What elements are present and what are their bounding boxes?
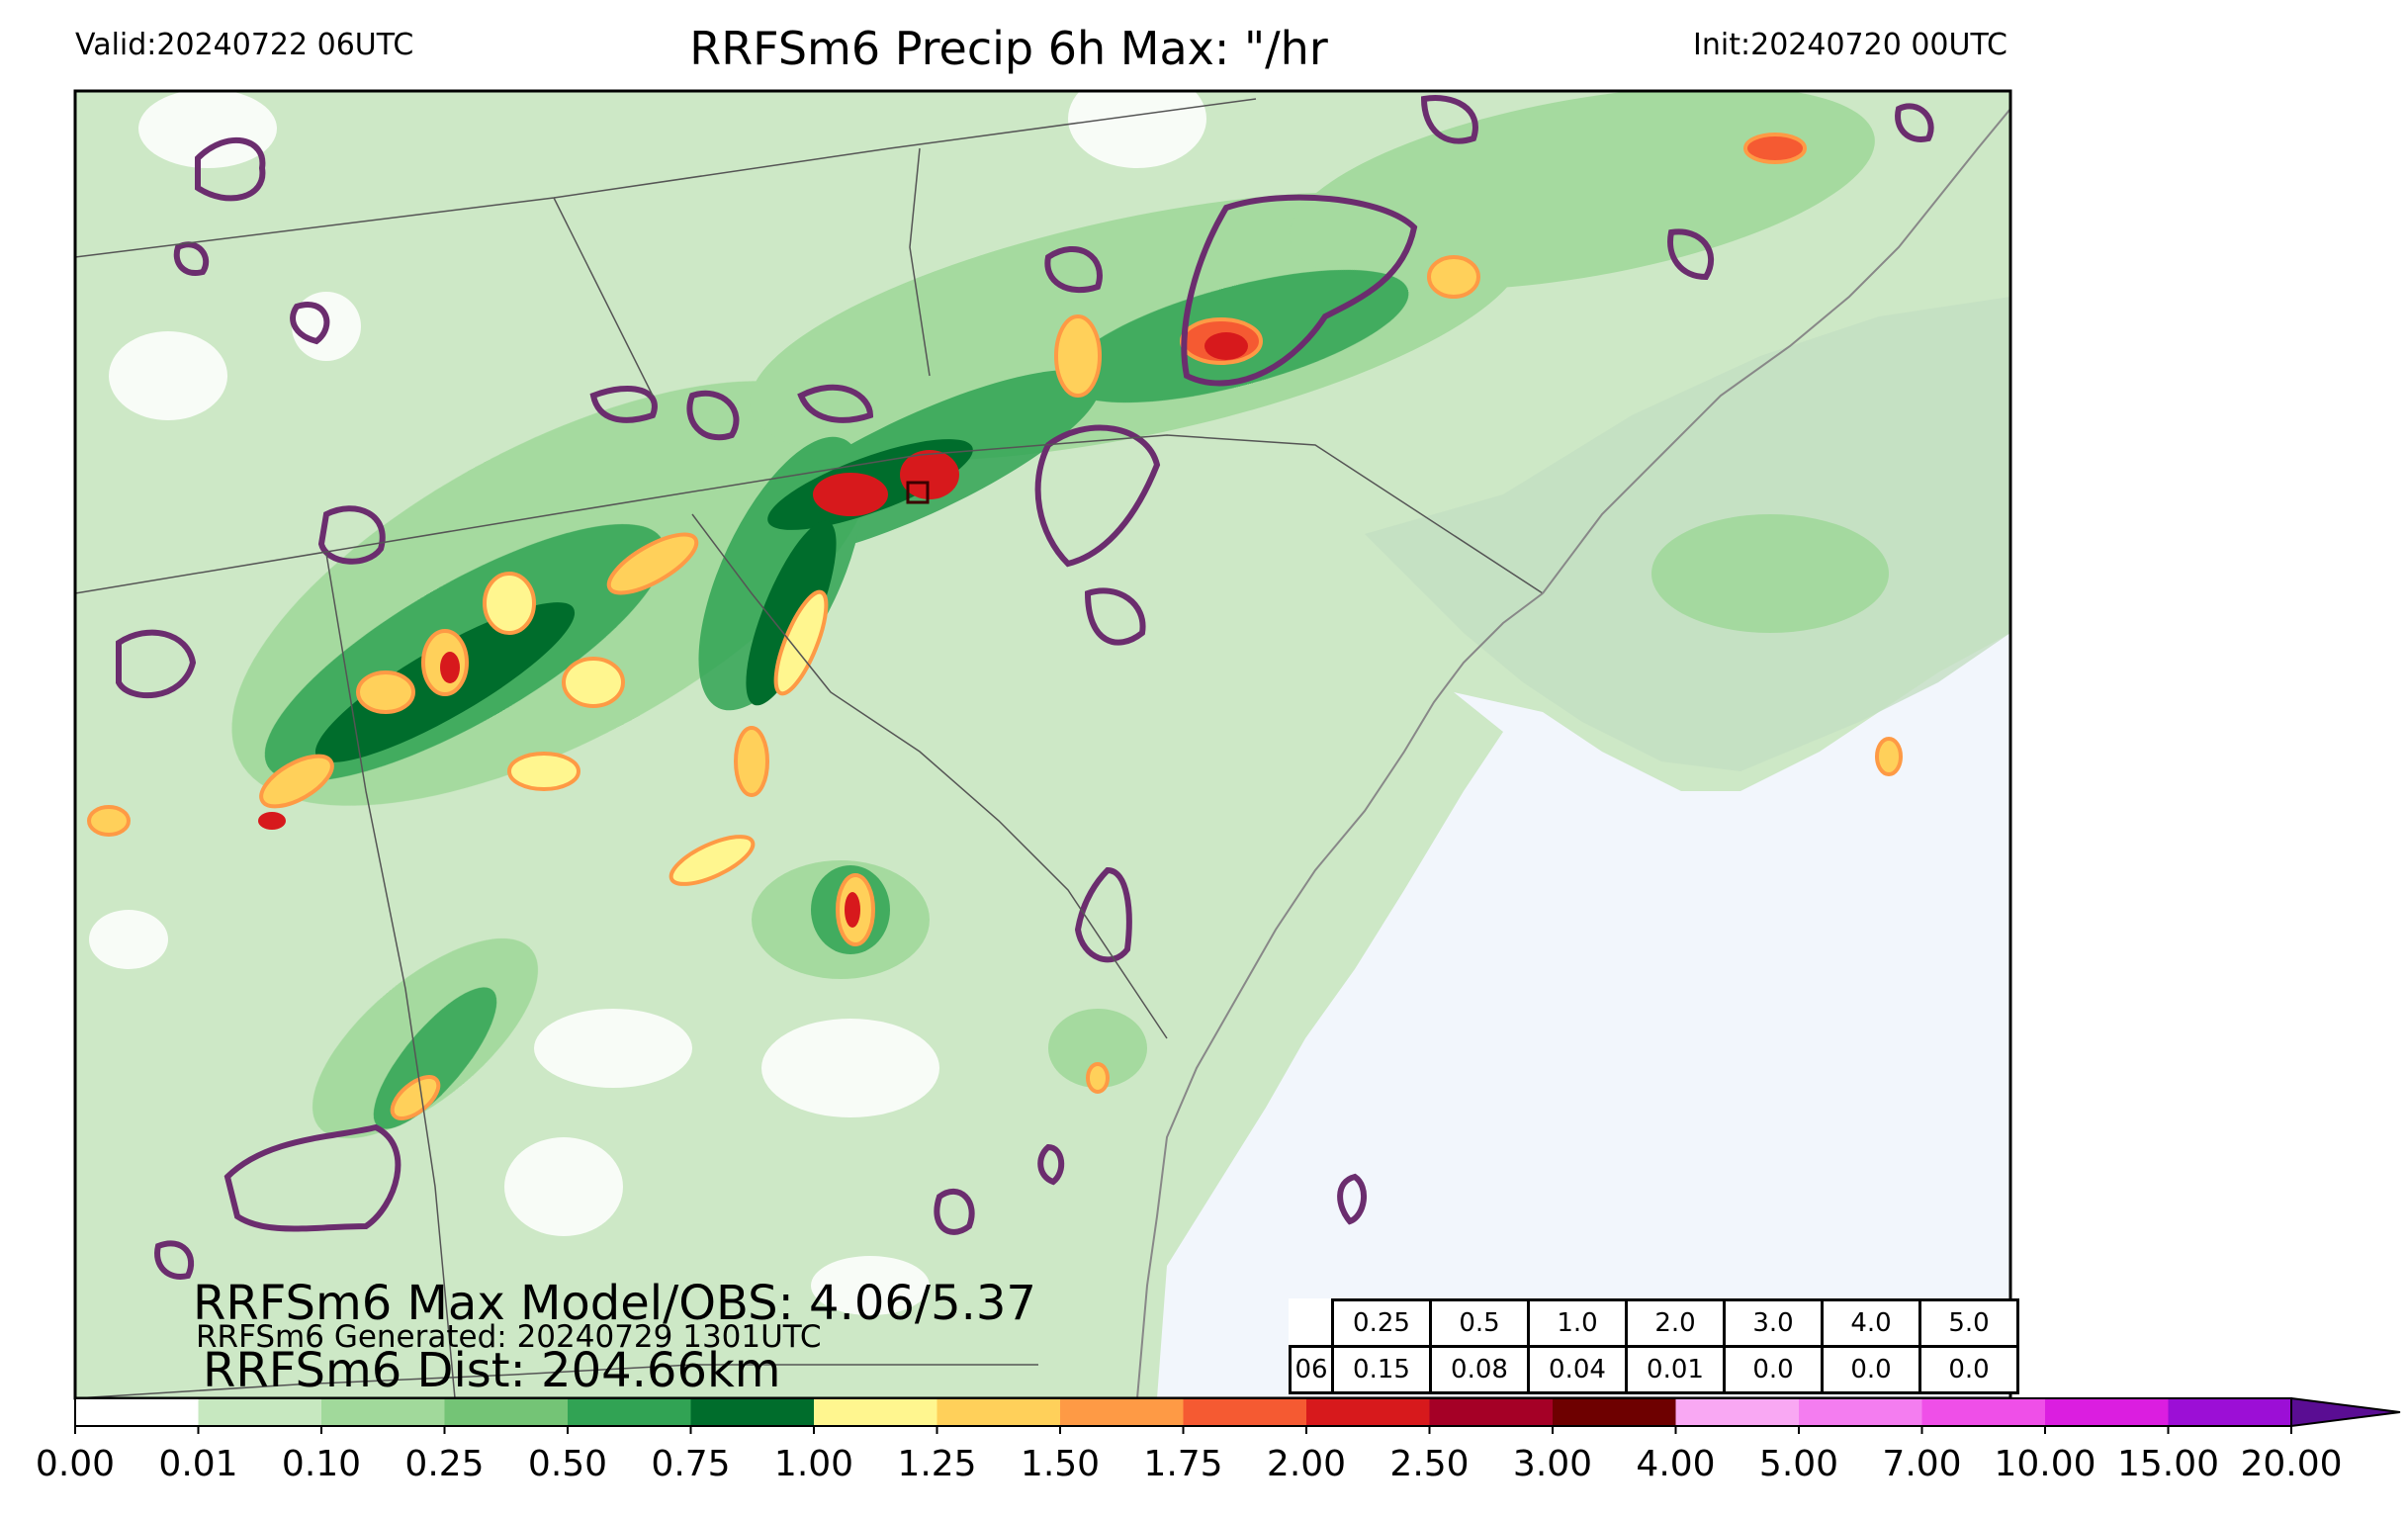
colorbar-swatch xyxy=(1675,1398,1799,1426)
threshold-cell: 4.0 xyxy=(1821,1298,1921,1348)
colorbar-tick-label: 2.50 xyxy=(1389,1444,1470,1484)
threshold-cell: 0.5 xyxy=(1429,1298,1530,1348)
colorbar-swatch xyxy=(2045,1398,2169,1426)
colorbar-swatch xyxy=(444,1398,568,1426)
value-cell: 0.08 xyxy=(1429,1345,1530,1394)
colorbar-swatch xyxy=(568,1398,691,1426)
valid-time-label: Valid:20240722 06UTC xyxy=(75,28,414,62)
colorbar-swatch xyxy=(321,1398,445,1426)
init-time-label: Init:20240720 00UTC xyxy=(1693,28,2007,62)
colorbar-tick-label: 3.00 xyxy=(1512,1444,1593,1484)
colorbar-swatch xyxy=(1306,1398,1430,1426)
colorbar-swatch xyxy=(1553,1398,1676,1426)
distance-label: RRFSm6 Dist: 204.66km xyxy=(203,1343,781,1398)
colorbar-swatch xyxy=(1060,1398,1184,1426)
colorbar xyxy=(74,1396,2401,1434)
colorbar-tick-label: 0.01 xyxy=(158,1444,238,1484)
colorbar-tick-label: 0.10 xyxy=(281,1444,362,1484)
colorbar-swatch xyxy=(936,1398,1060,1426)
coastline xyxy=(1136,108,2010,1398)
colorbar-tick-label: 7.00 xyxy=(1882,1444,1962,1484)
row-label-cell: 06 xyxy=(1289,1345,1334,1394)
max-model-obs-label: RRFSm6 Max Model/OBS: 4.06/5.37 xyxy=(193,1276,1036,1331)
colorbar-swatch xyxy=(690,1398,814,1426)
map-title: RRFSm6 Precip 6h Max: "/hr xyxy=(689,22,1328,75)
generated-label: RRFSm6 Generated: 20240729 1301UTC xyxy=(196,1319,822,1355)
threshold-cell: 2.0 xyxy=(1625,1298,1726,1348)
value-cell: 0.0 xyxy=(1821,1345,1921,1394)
value-cell: 0.15 xyxy=(1331,1345,1432,1394)
colorbar-tick-label: 10.00 xyxy=(1994,1444,2096,1484)
colorbar-swatch xyxy=(814,1398,937,1426)
colorbar-tick-label: 0.00 xyxy=(35,1444,116,1484)
value-cell: 0.0 xyxy=(1723,1345,1824,1394)
colorbar-swatch xyxy=(198,1398,321,1426)
colorbar-tick-label: 5.00 xyxy=(1758,1444,1839,1484)
threshold-cell: 0.25 xyxy=(1331,1298,1432,1348)
threshold-stats-table: 0.25 0.5 1.0 2.0 3.0 4.0 5.0 06 0.15 0.0… xyxy=(1289,1298,2019,1394)
colorbar-tick-label: 0.50 xyxy=(527,1444,608,1484)
colorbar-tick-label: 2.00 xyxy=(1266,1444,1347,1484)
colorbar-swatch xyxy=(1799,1398,1922,1426)
colorbar-swatch xyxy=(2168,1398,2291,1426)
colorbar-tick-label: 1.75 xyxy=(1143,1444,1223,1484)
colorbar-tick-label: 20.00 xyxy=(2240,1444,2343,1484)
colorbar-tick-label: 4.00 xyxy=(1636,1444,1716,1484)
value-cell: 0.04 xyxy=(1527,1345,1628,1394)
colorbar-tick-label: 0.25 xyxy=(404,1444,485,1484)
ocean-region xyxy=(1157,633,2010,1398)
observation-contours xyxy=(116,95,1934,1280)
colorbar-swatch xyxy=(75,1398,199,1426)
state-borders xyxy=(75,98,1544,1398)
value-cell: 0.0 xyxy=(1918,1345,2019,1394)
colorbar-swatch xyxy=(1429,1398,1553,1426)
colorbar-extend-arrow xyxy=(2290,1396,2401,1428)
threshold-cell: 1.0 xyxy=(1527,1298,1628,1348)
map-area xyxy=(75,91,2010,1398)
precip-extreme-cells xyxy=(258,332,1248,928)
threshold-cell: 5.0 xyxy=(1918,1298,2019,1348)
colorbar-tick-label: 1.00 xyxy=(773,1444,854,1484)
colorbar-swatch xyxy=(1183,1398,1306,1426)
value-cell: 0.01 xyxy=(1625,1345,1726,1394)
threshold-cell: 3.0 xyxy=(1723,1298,1824,1348)
colorbar-swatch xyxy=(1921,1398,2045,1426)
threshold-row: 0.25 0.5 1.0 2.0 3.0 4.0 5.0 xyxy=(1291,1298,2019,1348)
colorbar-tick-label: 15.00 xyxy=(2116,1444,2220,1484)
value-row: 06 0.15 0.08 0.04 0.01 0.0 0.0 0.0 xyxy=(1289,1345,2019,1394)
dry-patches xyxy=(89,91,1206,1315)
colorbar-tick-label: 0.75 xyxy=(651,1444,731,1484)
colorbar-tick-label: 1.50 xyxy=(1020,1444,1101,1484)
colorbar-tick-label: 1.25 xyxy=(897,1444,977,1484)
